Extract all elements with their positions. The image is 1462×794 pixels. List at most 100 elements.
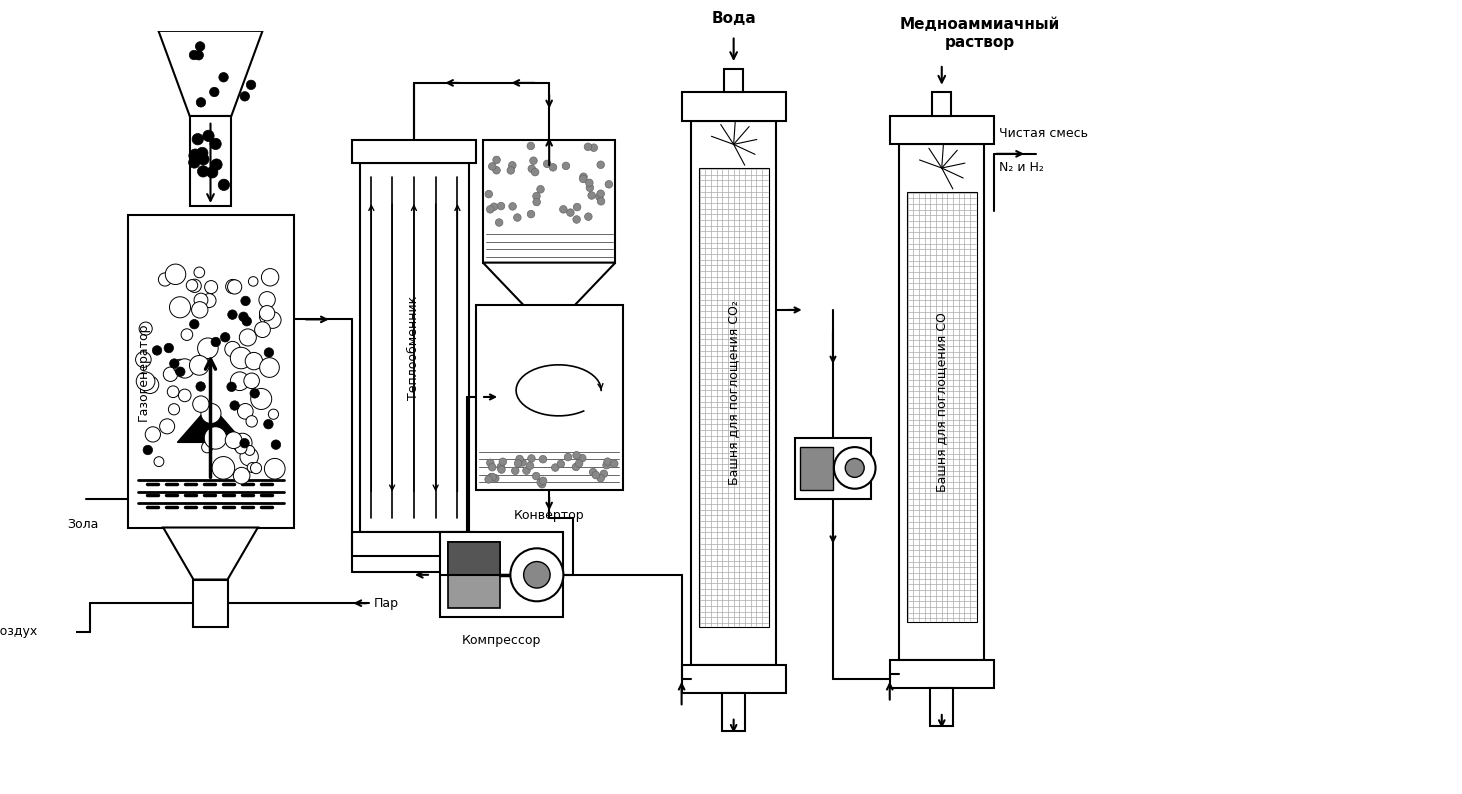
Circle shape	[560, 206, 567, 213]
Text: Башня для поглощения CO₂: Башня для поглощения CO₂	[727, 300, 740, 484]
Bar	[908, 193, 975, 621]
Circle shape	[186, 279, 197, 291]
Circle shape	[167, 386, 178, 398]
Circle shape	[230, 401, 240, 410]
Circle shape	[263, 419, 273, 429]
Circle shape	[595, 193, 604, 200]
Circle shape	[250, 463, 262, 474]
Text: Пар: Пар	[374, 597, 399, 610]
Circle shape	[528, 165, 535, 172]
Circle shape	[152, 345, 162, 355]
Circle shape	[485, 476, 493, 484]
Circle shape	[532, 198, 541, 206]
Circle shape	[197, 166, 209, 177]
Circle shape	[136, 352, 151, 368]
Circle shape	[142, 376, 159, 394]
Circle shape	[537, 479, 544, 486]
Circle shape	[488, 163, 496, 170]
Circle shape	[576, 460, 583, 467]
Circle shape	[218, 179, 230, 191]
Circle shape	[539, 477, 547, 484]
Circle shape	[143, 445, 152, 455]
Circle shape	[209, 87, 219, 97]
Circle shape	[537, 186, 544, 193]
Text: Конвертор: Конвертор	[513, 509, 585, 522]
Circle shape	[551, 464, 558, 472]
Bar	[193, 580, 228, 626]
Circle shape	[497, 466, 506, 473]
Bar	[129, 215, 294, 527]
Circle shape	[519, 459, 526, 466]
Bar	[352, 532, 477, 556]
Bar	[890, 660, 994, 688]
Text: N₂ и H₂: N₂ и H₂	[999, 161, 1044, 175]
Circle shape	[240, 448, 259, 466]
Circle shape	[240, 438, 250, 448]
Circle shape	[528, 210, 535, 218]
Circle shape	[244, 373, 259, 388]
Circle shape	[235, 442, 247, 454]
Circle shape	[499, 458, 507, 465]
Circle shape	[211, 138, 221, 149]
Circle shape	[254, 322, 270, 337]
Bar	[352, 140, 477, 164]
Circle shape	[247, 463, 257, 472]
Circle shape	[240, 329, 256, 346]
Bar	[360, 164, 469, 532]
Bar	[699, 168, 769, 626]
Circle shape	[197, 338, 218, 359]
Bar	[681, 92, 785, 121]
Circle shape	[139, 322, 152, 335]
Bar	[692, 121, 776, 665]
Circle shape	[588, 191, 595, 199]
Circle shape	[585, 143, 592, 151]
Circle shape	[596, 190, 604, 198]
Circle shape	[487, 459, 494, 467]
Text: Чистая смесь: Чистая смесь	[999, 127, 1088, 140]
Bar	[722, 693, 746, 731]
Circle shape	[231, 372, 249, 391]
Circle shape	[550, 164, 557, 172]
Circle shape	[196, 382, 205, 391]
Bar	[440, 532, 563, 618]
Circle shape	[516, 455, 523, 463]
Circle shape	[497, 463, 504, 471]
Circle shape	[243, 317, 251, 326]
Bar	[933, 92, 952, 116]
Circle shape	[485, 191, 493, 198]
Circle shape	[189, 150, 200, 161]
Circle shape	[193, 396, 209, 412]
Circle shape	[227, 382, 237, 391]
Circle shape	[488, 473, 496, 481]
Bar	[681, 665, 785, 693]
Circle shape	[564, 453, 572, 461]
Circle shape	[538, 480, 545, 488]
Circle shape	[269, 409, 279, 419]
Text: Газогенератор: Газогенератор	[137, 322, 149, 421]
Circle shape	[488, 464, 496, 471]
Circle shape	[567, 209, 575, 217]
Circle shape	[228, 310, 237, 319]
Circle shape	[211, 159, 222, 170]
Circle shape	[598, 198, 605, 205]
Circle shape	[246, 353, 263, 370]
Circle shape	[250, 388, 272, 410]
Circle shape	[591, 144, 598, 152]
Circle shape	[523, 467, 531, 474]
Circle shape	[212, 457, 235, 479]
Circle shape	[579, 175, 588, 183]
Circle shape	[211, 337, 221, 347]
Circle shape	[544, 160, 551, 168]
Text: Компрессор: Компрессор	[462, 634, 541, 647]
Circle shape	[168, 403, 180, 415]
Circle shape	[573, 216, 580, 223]
Circle shape	[573, 203, 580, 211]
Circle shape	[497, 202, 504, 210]
Text: Воздух: Воздух	[0, 625, 38, 638]
Circle shape	[599, 470, 608, 477]
Circle shape	[557, 461, 564, 468]
Bar	[447, 542, 500, 608]
Circle shape	[605, 180, 613, 188]
Circle shape	[194, 267, 205, 278]
Circle shape	[196, 42, 205, 51]
